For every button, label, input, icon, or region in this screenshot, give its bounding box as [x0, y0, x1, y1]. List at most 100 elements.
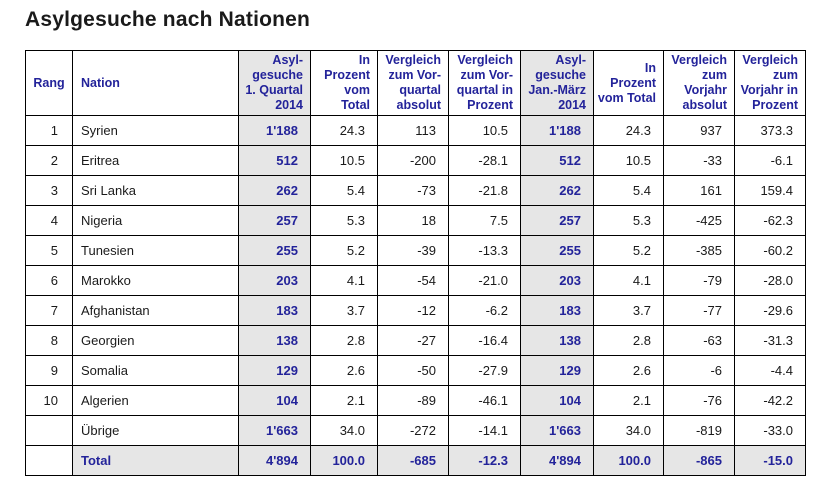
- header-asylgesuche-jan-maerz-2014: Asyl- gesuche Jan.-März 2014: [520, 50, 594, 116]
- cell-vorquartal-prozent: -46.1: [448, 385, 521, 416]
- cell-asylgesuche-jan-maerz: 129: [520, 355, 594, 386]
- header-vergleich-vorquartal-prozent: Vergleich zum Vor- quartal in Prozent: [448, 50, 521, 116]
- cell-asylgesuche-jan-maerz: 1'663: [520, 415, 594, 446]
- cell-asylgesuche-q1: 129: [238, 355, 311, 386]
- cell-vorjahr-absolut: -425: [663, 205, 735, 236]
- cell-rang: 8: [25, 325, 73, 356]
- table-row-sri-lanka: 3 Sri Lanka 262 5.4 -73 -21.8 262 5.4 16…: [25, 175, 806, 206]
- cell-vorjahr-absolut: -76: [663, 385, 735, 416]
- cell-prozent-total-jan-maerz: 4.1: [593, 265, 664, 296]
- page-title: Asylgesuche nach Nationen: [25, 8, 311, 31]
- cell-vorquartal-absolut: -200: [377, 145, 449, 176]
- cell-asylgesuche-jan-maerz: 255: [520, 235, 594, 266]
- cell-rang: 3: [25, 175, 73, 206]
- cell-asylgesuche-jan-maerz: 203: [520, 265, 594, 296]
- cell-asylgesuche-q1: 138: [238, 325, 311, 356]
- table-row-afghanistan: 7 Afghanistan 183 3.7 -12 -6.2 183 3.7 -…: [25, 295, 806, 326]
- header-asylgesuche-q1-2014: Asyl- gesuche 1. Quartal 2014: [238, 50, 311, 116]
- cell-prozent-total-jan-maerz: 2.1: [593, 385, 664, 416]
- table-row-uebrige: Übrige 1'663 34.0 -272 -14.1 1'663 34.0 …: [25, 415, 806, 446]
- cell-vorjahr-absolut: -77: [663, 295, 735, 326]
- cell-vorquartal-absolut: -685: [377, 445, 449, 476]
- cell-vorquartal-prozent: -6.2: [448, 295, 521, 326]
- cell-vorquartal-absolut: -89: [377, 385, 449, 416]
- cell-vorjahr-absolut: -6: [663, 355, 735, 386]
- cell-asylgesuche-q1: 183: [238, 295, 311, 326]
- cell-prozent-total-jan-maerz: 5.2: [593, 235, 664, 266]
- cell-asylgesuche-q1: 1'188: [238, 115, 311, 146]
- cell-vorquartal-prozent: 7.5: [448, 205, 521, 236]
- header-rang: Rang: [25, 50, 73, 116]
- cell-prozent-total-q1: 5.3: [310, 205, 378, 236]
- cell-asylgesuche-jan-maerz: 262: [520, 175, 594, 206]
- cell-rang: 1: [25, 115, 73, 146]
- cell-prozent-total-jan-maerz: 2.8: [593, 325, 664, 356]
- cell-vorjahr-prozent: -6.1: [734, 145, 806, 176]
- cell-vorjahr-prozent: -29.6: [734, 295, 806, 326]
- table-row-somalia: 9 Somalia 129 2.6 -50 -27.9 129 2.6 -6 -…: [25, 355, 806, 386]
- cell-prozent-total-q1: 2.1: [310, 385, 378, 416]
- cell-vorquartal-prozent: -12.3: [448, 445, 521, 476]
- cell-prozent-total-q1: 10.5: [310, 145, 378, 176]
- cell-nation: Afghanistan: [72, 295, 239, 326]
- cell-vorjahr-absolut: -63: [663, 325, 735, 356]
- cell-asylgesuche-q1: 512: [238, 145, 311, 176]
- cell-prozent-total-jan-maerz: 3.7: [593, 295, 664, 326]
- cell-vorjahr-absolut: -33: [663, 145, 735, 176]
- cell-vorquartal-absolut: -27: [377, 325, 449, 356]
- cell-vorjahr-prozent: -4.4: [734, 355, 806, 386]
- cell-rang: 4: [25, 205, 73, 236]
- cell-prozent-total-q1: 2.8: [310, 325, 378, 356]
- cell-prozent-total-q1: 100.0: [310, 445, 378, 476]
- cell-vorquartal-absolut: -73: [377, 175, 449, 206]
- cell-nation: Nigeria: [72, 205, 239, 236]
- cell-asylgesuche-q1: 4'894: [238, 445, 311, 476]
- table-header-row: Rang Nation Asyl- gesuche 1. Quartal 201…: [25, 50, 806, 116]
- cell-vorjahr-prozent: -15.0: [734, 445, 806, 476]
- cell-vorjahr-absolut: 161: [663, 175, 735, 206]
- cell-nation: Marokko: [72, 265, 239, 296]
- cell-rang: 7: [25, 295, 73, 326]
- cell-prozent-total-jan-maerz: 5.3: [593, 205, 664, 236]
- cell-asylgesuche-q1: 203: [238, 265, 311, 296]
- cell-vorquartal-absolut: -54: [377, 265, 449, 296]
- table-row-algerien: 10 Algerien 104 2.1 -89 -46.1 104 2.1 -7…: [25, 385, 806, 416]
- cell-vorquartal-prozent: -21.0: [448, 265, 521, 296]
- cell-vorjahr-prozent: 373.3: [734, 115, 806, 146]
- table-row-eritrea: 2 Eritrea 512 10.5 -200 -28.1 512 10.5 -…: [25, 145, 806, 176]
- cell-nation: Tunesien: [72, 235, 239, 266]
- cell-vorquartal-prozent: -16.4: [448, 325, 521, 356]
- cell-asylgesuche-jan-maerz: 104: [520, 385, 594, 416]
- cell-vorquartal-prozent: -21.8: [448, 175, 521, 206]
- cell-prozent-total-jan-maerz: 5.4: [593, 175, 664, 206]
- cell-vorjahr-prozent: -60.2: [734, 235, 806, 266]
- cell-nation: Total: [72, 445, 239, 476]
- cell-asylgesuche-q1: 104: [238, 385, 311, 416]
- cell-vorjahr-absolut: -819: [663, 415, 735, 446]
- cell-nation: Übrige: [72, 415, 239, 446]
- cell-vorquartal-prozent: -27.9: [448, 355, 521, 386]
- header-prozent-vom-total-jan-maerz: In Prozent vom Total: [593, 50, 664, 116]
- header-vergleich-vorquartal-absolut: Vergleich zum Vor- quartal absolut: [377, 50, 449, 116]
- cell-rang: 5: [25, 235, 73, 266]
- header-prozent-vom-total-q1: In Prozent vom Total: [310, 50, 378, 116]
- cell-rang: 6: [25, 265, 73, 296]
- cell-rang: 2: [25, 145, 73, 176]
- cell-vorquartal-absolut: -50: [377, 355, 449, 386]
- table-row-total: Total 4'894 100.0 -685 -12.3 4'894 100.0…: [25, 445, 806, 476]
- table-row-marokko: 6 Marokko 203 4.1 -54 -21.0 203 4.1 -79 …: [25, 265, 806, 296]
- cell-asylgesuche-q1: 262: [238, 175, 311, 206]
- cell-prozent-total-q1: 3.7: [310, 295, 378, 326]
- cell-vorquartal-prozent: -13.3: [448, 235, 521, 266]
- cell-vorjahr-absolut: -79: [663, 265, 735, 296]
- header-nation: Nation: [72, 50, 239, 116]
- cell-asylgesuche-q1: 255: [238, 235, 311, 266]
- cell-prozent-total-jan-maerz: 2.6: [593, 355, 664, 386]
- cell-asylgesuche-jan-maerz: 512: [520, 145, 594, 176]
- header-vergleich-vorjahr-prozent: Vergleich zum Vorjahr in Prozent: [734, 50, 806, 116]
- cell-prozent-total-q1: 2.6: [310, 355, 378, 386]
- cell-vorjahr-prozent: -28.0: [734, 265, 806, 296]
- cell-prozent-total-q1: 5.2: [310, 235, 378, 266]
- cell-nation: Eritrea: [72, 145, 239, 176]
- cell-vorquartal-absolut: 18: [377, 205, 449, 236]
